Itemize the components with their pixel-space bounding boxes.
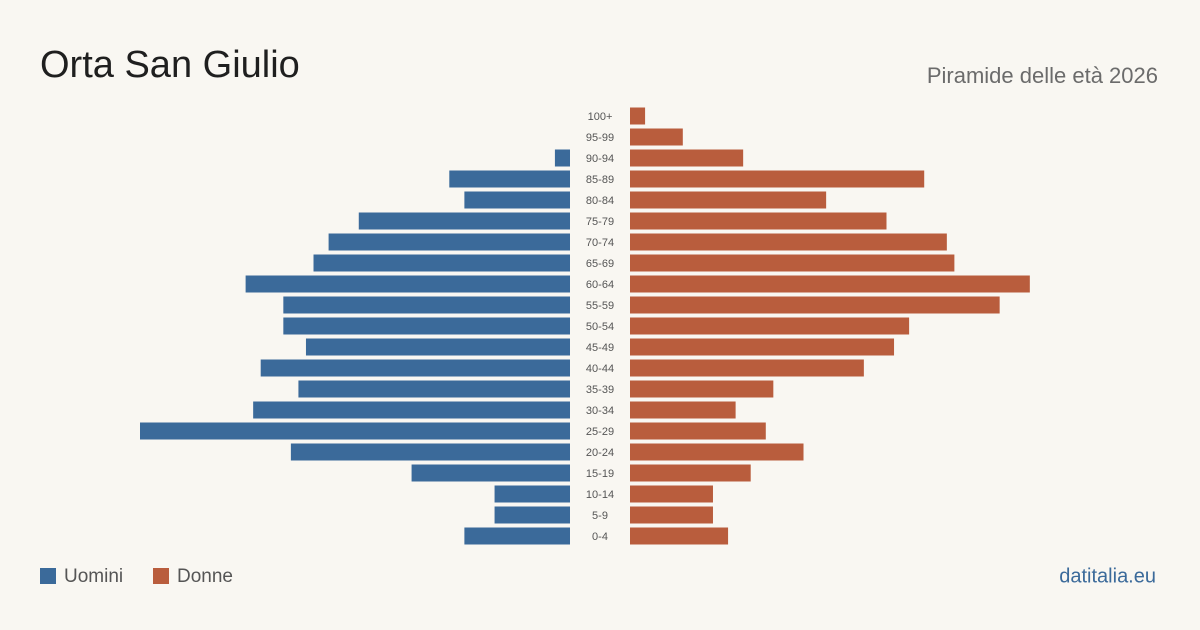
bar — [283, 317, 570, 335]
bar — [630, 275, 1030, 293]
bar — [305, 338, 570, 356]
age-label: 95-99 — [586, 132, 614, 144]
bar — [630, 359, 864, 377]
age-label: 75-79 — [586, 216, 614, 228]
bar — [328, 233, 570, 251]
chart-subtitle: Piramide delle età 2026 — [927, 63, 1158, 88]
bar — [630, 317, 910, 335]
bar — [449, 170, 570, 188]
bar — [630, 527, 729, 545]
bar — [630, 401, 736, 419]
legend-swatch — [153, 568, 169, 584]
bar — [630, 380, 774, 398]
legend-swatch — [40, 568, 56, 584]
bar — [253, 401, 570, 419]
bar — [290, 443, 570, 461]
bar — [630, 170, 925, 188]
bar — [630, 296, 1000, 314]
bar — [464, 527, 570, 545]
bar — [630, 254, 955, 272]
age-label: 25-29 — [586, 426, 614, 438]
bar — [494, 485, 570, 503]
age-label: 10-14 — [586, 489, 614, 501]
age-label: 20-24 — [586, 447, 614, 459]
bar — [630, 233, 947, 251]
bar — [630, 128, 683, 146]
bar — [298, 380, 570, 398]
bar — [411, 464, 570, 482]
bar — [140, 422, 570, 440]
age-label: 55-59 — [586, 300, 614, 312]
age-label: 40-44 — [586, 363, 614, 375]
bar — [630, 422, 766, 440]
age-label: 50-54 — [586, 321, 614, 333]
age-label: 70-74 — [586, 237, 614, 249]
bar — [464, 191, 570, 209]
bar — [630, 212, 887, 230]
age-label: 5-9 — [592, 510, 608, 522]
age-label: 85-89 — [586, 174, 614, 186]
age-label: 35-39 — [586, 384, 614, 396]
bar — [313, 254, 570, 272]
age-label: 80-84 — [586, 195, 614, 207]
chart-title: Orta San Giulio — [40, 44, 300, 86]
age-label: 45-49 — [586, 342, 614, 354]
bar — [358, 212, 570, 230]
age-label: 65-69 — [586, 258, 614, 270]
bar — [630, 506, 713, 524]
bar — [245, 275, 571, 293]
age-label: 60-64 — [586, 279, 614, 291]
bar — [630, 464, 751, 482]
bar — [494, 506, 570, 524]
legend-label: Uomini — [64, 566, 123, 587]
bar — [630, 443, 804, 461]
source: datitalia.eu — [1059, 565, 1156, 587]
age-label: 30-34 — [586, 405, 614, 417]
legend-label: Donne — [177, 566, 233, 587]
age-label: 100+ — [588, 111, 613, 123]
bar — [630, 149, 744, 167]
age-label: 15-19 — [586, 468, 614, 480]
age-label: 90-94 — [586, 153, 614, 165]
age-label: 0-4 — [592, 531, 608, 543]
bar — [630, 485, 713, 503]
bar — [260, 359, 570, 377]
bar — [630, 191, 827, 209]
bar — [630, 107, 646, 125]
bar — [283, 296, 570, 314]
bar — [630, 338, 895, 356]
bar — [554, 149, 570, 167]
